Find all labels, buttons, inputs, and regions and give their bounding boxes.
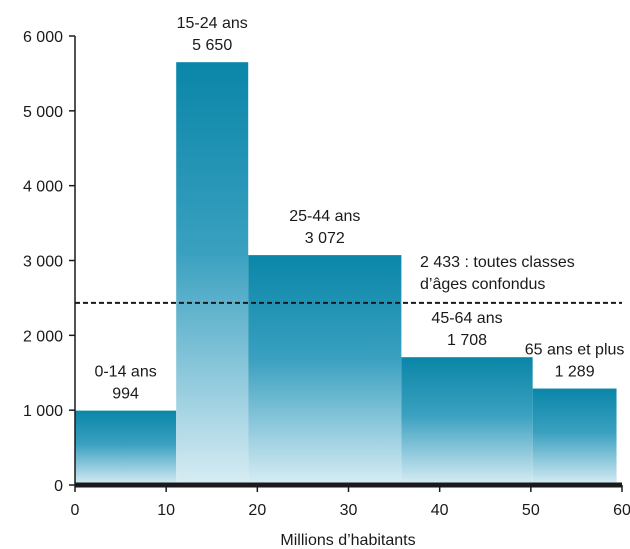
bar-4 bbox=[532, 388, 617, 485]
y-tick-label: 1 000 bbox=[23, 403, 63, 420]
bar-category-label: 15-24 ans bbox=[177, 15, 248, 32]
labels-layer: 0-14 ans 994 15-24 ans 5 650 25-44 ans 3 072 4… bbox=[94, 15, 624, 402]
x-tick-label: 50 bbox=[522, 502, 540, 519]
bar-0 bbox=[75, 410, 177, 485]
reference-line-label: 2 433 : toutes classes bbox=[420, 254, 575, 271]
y-tick-label: 4 000 bbox=[23, 179, 63, 196]
x-tick-label: 10 bbox=[157, 502, 175, 519]
bar-value-label: 3 072 bbox=[305, 230, 345, 247]
x-tick-label: 60 bbox=[613, 502, 630, 519]
x-tick-label: 40 bbox=[431, 502, 449, 519]
bars-layer bbox=[75, 62, 622, 486]
x-tick-label: 0 bbox=[71, 502, 80, 519]
bar-category-label: 65 ans et plus bbox=[525, 342, 625, 359]
axes-layer: 0 1 000 2 000 3 000 4 000 5 000 6 000 0 10 20 30 40… bbox=[23, 29, 630, 519]
x-axis-title: Millions d’habitants bbox=[280, 532, 415, 549]
bar-2 bbox=[248, 255, 402, 485]
y-tick-label: 2 000 bbox=[23, 328, 63, 345]
bar-value-label: 1 708 bbox=[447, 332, 487, 349]
bar-value-label: 994 bbox=[112, 386, 139, 403]
bar-value-label: 5 650 bbox=[192, 37, 232, 54]
bar-1 bbox=[176, 62, 249, 486]
bar-category-label: 0-14 ans bbox=[94, 364, 156, 381]
y-tick-label: 5 000 bbox=[23, 104, 63, 121]
y-tick-label: 6 000 bbox=[23, 29, 63, 46]
x-tick-label: 20 bbox=[248, 502, 266, 519]
bar-value-label: 1 289 bbox=[555, 364, 595, 381]
reference-line-label: d’âges confondus bbox=[420, 276, 545, 293]
bar-category-label: 25-44 ans bbox=[289, 208, 360, 225]
y-tick-label: 3 000 bbox=[23, 254, 63, 271]
bar-category-label: 45-64 ans bbox=[431, 310, 502, 327]
y-tick-label: 0 bbox=[54, 478, 63, 495]
bar-3 bbox=[401, 357, 533, 485]
x-tick-label: 30 bbox=[340, 502, 358, 519]
